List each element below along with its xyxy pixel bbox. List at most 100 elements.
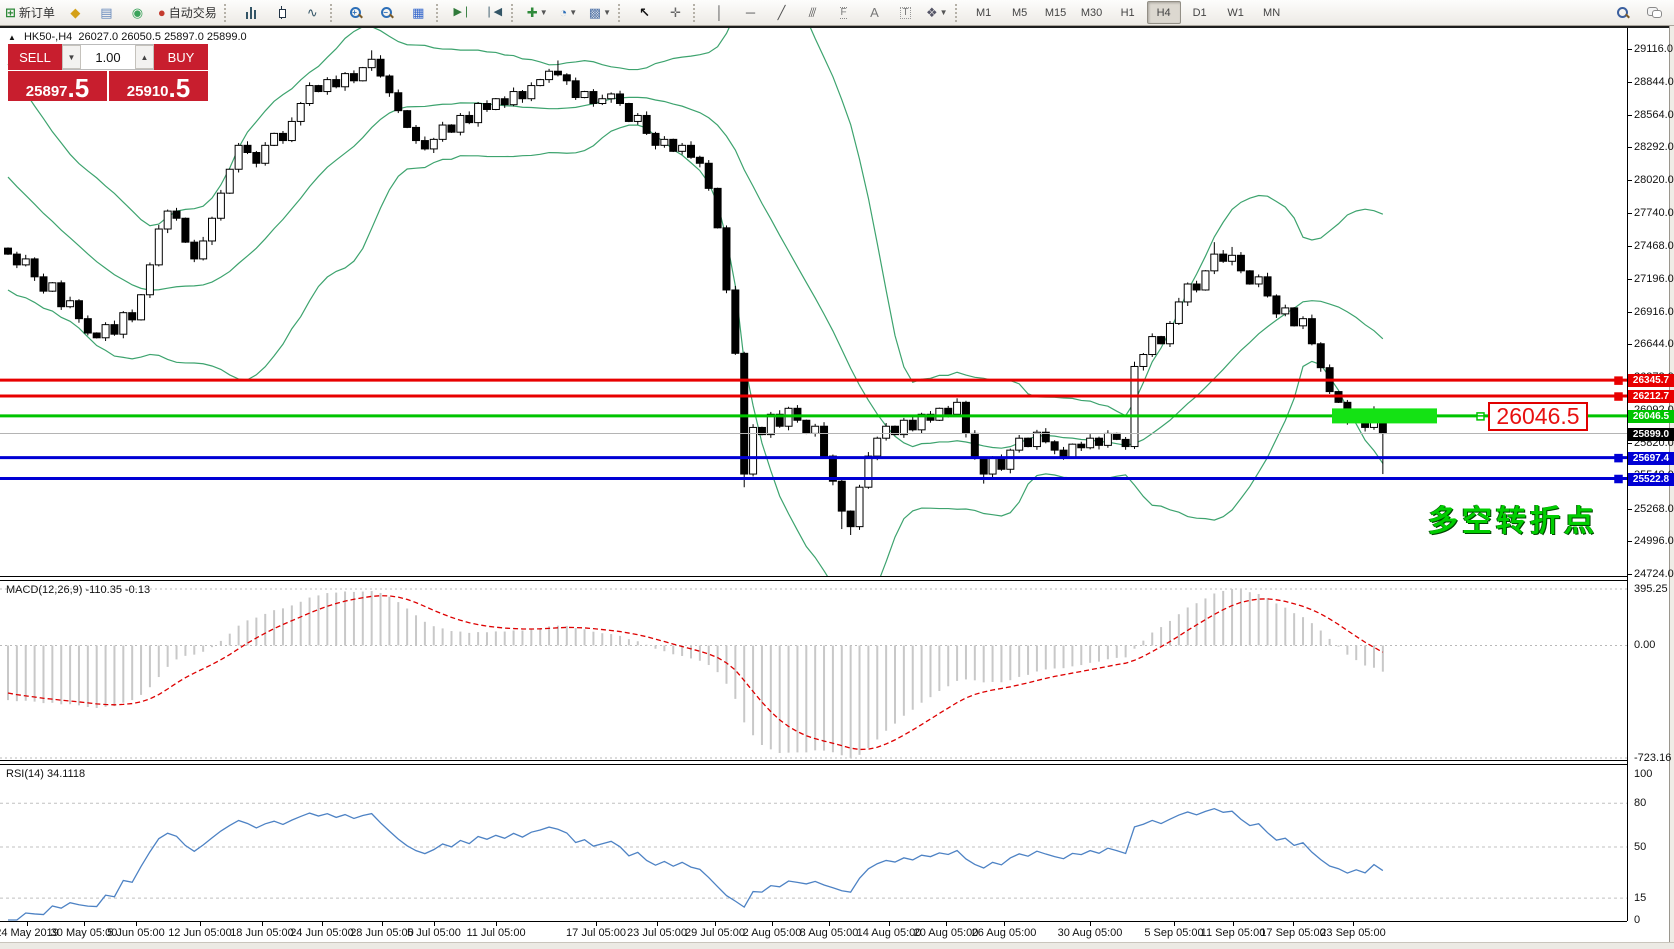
autotrade-button[interactable]: ● 自动交易 xyxy=(154,1,221,24)
fibonacci-button[interactable]: F xyxy=(829,1,858,24)
candle-bearish xyxy=(961,401,970,434)
candle-bearish xyxy=(92,332,101,339)
rsi-pane[interactable] xyxy=(0,765,1627,921)
navigator-button[interactable]: ▤ xyxy=(92,1,121,24)
candle-bullish xyxy=(864,455,873,488)
crosshair-button[interactable]: ✛ xyxy=(661,1,690,24)
vertical-line-icon: │ xyxy=(715,5,724,20)
indicators-button[interactable]: ✚ ▼ xyxy=(523,1,552,24)
line-chart-button[interactable]: ∿ xyxy=(298,1,327,24)
candle-bearish xyxy=(394,92,403,112)
bar-chart-button[interactable] xyxy=(236,1,265,24)
timeframe-m15-button[interactable]: M15 xyxy=(1044,6,1067,19)
one-click-trading-panel: SELL ▼ 1.00 ▲ BUY 25897 .5 25910 .5 xyxy=(8,44,208,101)
candle-bearish xyxy=(1121,438,1130,448)
pane-separator[interactable] xyxy=(0,760,1627,765)
time-axis-tick xyxy=(657,922,658,926)
timeframe-m1-button[interactable]: M1 xyxy=(975,6,992,19)
channel-button[interactable]: ⫻ xyxy=(798,1,827,24)
price-axis-value-label: 26046.5 xyxy=(1628,409,1674,423)
line-drag-handle[interactable] xyxy=(1614,453,1623,463)
candle-bullish xyxy=(1086,437,1095,449)
candle-bearish xyxy=(802,419,811,434)
chat-button[interactable] xyxy=(1639,1,1668,24)
buy-price-button[interactable]: 25910 .5 xyxy=(109,71,208,101)
zoom-out-button[interactable]: − xyxy=(373,1,402,24)
candle-bullish xyxy=(341,73,350,88)
sell-button[interactable]: SELL xyxy=(8,44,62,70)
rsi-axis-label: 80 xyxy=(1634,797,1647,810)
new-order-label: 新订单 xyxy=(18,6,55,20)
candle-bearish xyxy=(616,93,625,105)
line-drag-handle[interactable] xyxy=(1614,376,1623,385)
candle-bullish xyxy=(1015,437,1024,451)
candle-bullish xyxy=(1165,322,1174,345)
market-watch-button[interactable]: ◆ xyxy=(61,1,90,24)
collapse-panel-icon[interactable]: ▲ xyxy=(8,33,16,42)
templates-button[interactable]: ▩ ▼ xyxy=(585,1,615,24)
auto-scroll-button[interactable]: ▶❘ xyxy=(448,1,477,24)
time-axis-label: 5 Jun 05:00 xyxy=(107,927,165,939)
search-button[interactable] xyxy=(1608,1,1637,24)
chart-shift-button[interactable]: ❘◀ xyxy=(479,1,508,24)
candle-bearish xyxy=(651,132,660,146)
timeframe-h4-button[interactable]: H4 xyxy=(1146,1,1181,24)
macd-pane[interactable] xyxy=(0,581,1627,761)
signals-button[interactable]: ◉ xyxy=(123,1,152,24)
rsi-label: RSI(14) 34.1118 xyxy=(6,768,86,780)
volume-decrease-button[interactable]: ▼ xyxy=(62,45,81,69)
line-drag-handle[interactable] xyxy=(1614,392,1623,401)
buy-button[interactable]: BUY xyxy=(154,44,208,70)
arrows-button[interactable]: ❖ ▼ xyxy=(922,1,952,24)
bollinger-middle-band[interactable] xyxy=(7,96,1384,449)
candle-bullish xyxy=(305,85,314,105)
horizontal-line-button[interactable]: ─ xyxy=(736,1,765,24)
candle-bullish xyxy=(1068,443,1077,458)
candlestick-chart-icon xyxy=(278,6,286,19)
candle-bullish xyxy=(1201,270,1210,291)
price-axis-tick xyxy=(1627,344,1632,346)
bollinger-lower-band[interactable] xyxy=(7,124,1384,577)
volume-increase-button[interactable]: ▲ xyxy=(135,45,154,69)
text-tool-button[interactable]: A xyxy=(860,1,889,24)
main-toolbar: ⊞ 新订单 ◆ ▤ ◉ ● 自动交易 ∿ + − ▦ ▶❘ ❘◀ ✚ ▼ ◔ ▼ ▩… xyxy=(0,0,1674,26)
toolbar-grip xyxy=(223,3,233,22)
main-price-chart[interactable] xyxy=(0,28,1627,577)
timeframe-mn-button[interactable]: MN xyxy=(1263,6,1281,19)
candle-bullish xyxy=(580,91,589,99)
cursor-button[interactable]: ↖ xyxy=(630,1,659,24)
time-axis-tick xyxy=(84,922,85,926)
vertical-line-button[interactable]: │ xyxy=(705,1,734,24)
time-axis-label: 14 Aug 05:00 xyxy=(856,927,922,939)
price-axis-tick xyxy=(1627,508,1632,510)
new-order-button[interactable]: ⊞ 新订单 xyxy=(1,1,59,24)
candle-bearish xyxy=(500,98,509,106)
candlestick-chart-button[interactable] xyxy=(267,1,296,24)
time-axis-label: 23 Sep 05:00 xyxy=(1320,927,1386,939)
price-axis-tick xyxy=(1627,278,1632,280)
candle-bearish xyxy=(1316,343,1325,369)
turning-point-annotation[interactable]: 多空转折点 xyxy=(1428,505,1598,538)
sell-price-button[interactable]: 25897 .5 xyxy=(8,71,107,101)
volume-value[interactable]: 1.00 xyxy=(81,45,135,69)
pane-separator[interactable] xyxy=(0,576,1627,581)
price-callout-label[interactable]: 26046.5 xyxy=(1488,402,1588,431)
timeframe-w1-button[interactable]: W1 xyxy=(1227,6,1244,19)
tile-windows-button[interactable]: ▦ xyxy=(404,1,433,24)
trendline-button[interactable]: ╱ xyxy=(767,1,796,24)
candle-bullish xyxy=(527,85,536,100)
candle-bearish xyxy=(57,282,66,308)
candle-bullish xyxy=(48,282,57,292)
zoom-out-icon: − xyxy=(381,6,393,19)
zoom-in-button[interactable]: + xyxy=(342,1,371,24)
auto-scroll-icon: ▶❘ xyxy=(453,6,472,18)
timeframe-m30-button[interactable]: M30 xyxy=(1080,6,1103,19)
price-axis-value-label: 25899.0 xyxy=(1628,427,1674,441)
timeframe-m5-button[interactable]: M5 xyxy=(1011,6,1028,19)
text-label-tool-button[interactable]: T xyxy=(891,1,920,24)
line-drag-handle[interactable] xyxy=(1614,474,1623,484)
bar-chart-icon xyxy=(245,6,256,19)
timeframe-d1-button[interactable]: D1 xyxy=(1192,6,1207,19)
periods-button[interactable]: ◔ ▼ xyxy=(554,1,583,24)
timeframe-h1-button[interactable]: H1 xyxy=(1120,6,1135,19)
